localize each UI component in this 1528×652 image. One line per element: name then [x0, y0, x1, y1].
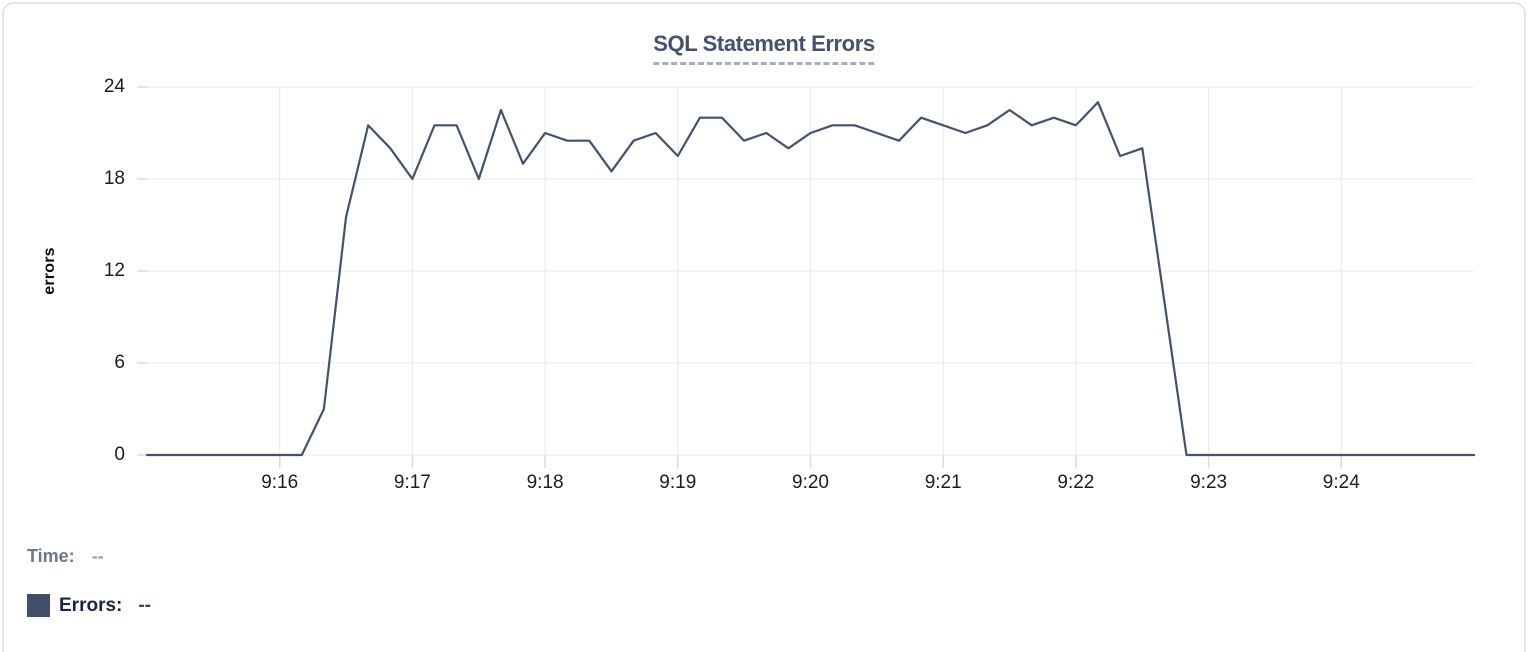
errors-line-chart[interactable] [4, 4, 1528, 652]
y-tick-label: 6 [114, 352, 125, 373]
x-tick-label: 9:20 [792, 472, 829, 493]
tooltip-time-value: -- [91, 546, 104, 566]
x-tick-label: 9:17 [393, 472, 431, 493]
plot-area: 0 6 12 18 24 9:16 9:17 9:18 9:19 9:20 9:21 9:22 9:2… [4, 4, 1524, 652]
series-line-errors [145, 101, 1476, 457]
tooltip-time-row: Time: -- [27, 546, 104, 567]
x-tick-label: 9:22 [1057, 472, 1095, 493]
tooltip-time-label: Time: [27, 546, 75, 566]
x-tick-label: 9:21 [924, 472, 962, 493]
chart-title[interactable]: SQL Statement Errors [653, 31, 875, 65]
x-tick-label: 9:24 [1322, 472, 1360, 493]
y-tick-label: 24 [103, 76, 125, 97]
tooltip-errors-label: Errors: [59, 594, 123, 616]
x-tick-label: 9:19 [659, 472, 697, 493]
tooltip-errors-row: Errors: -- [27, 594, 151, 617]
y-tick-label: 0 [114, 444, 125, 465]
y-tick-label: 18 [103, 168, 125, 189]
errors-series-swatch-icon [27, 594, 50, 617]
x-tick-label: 9:16 [261, 472, 299, 493]
y-axis-title: errors [41, 247, 58, 295]
x-tick-label: 9:18 [526, 472, 564, 493]
tooltip-errors-value: -- [138, 594, 152, 616]
x-tick-label: 9:23 [1190, 472, 1228, 493]
y-tick-label: 12 [103, 260, 125, 281]
